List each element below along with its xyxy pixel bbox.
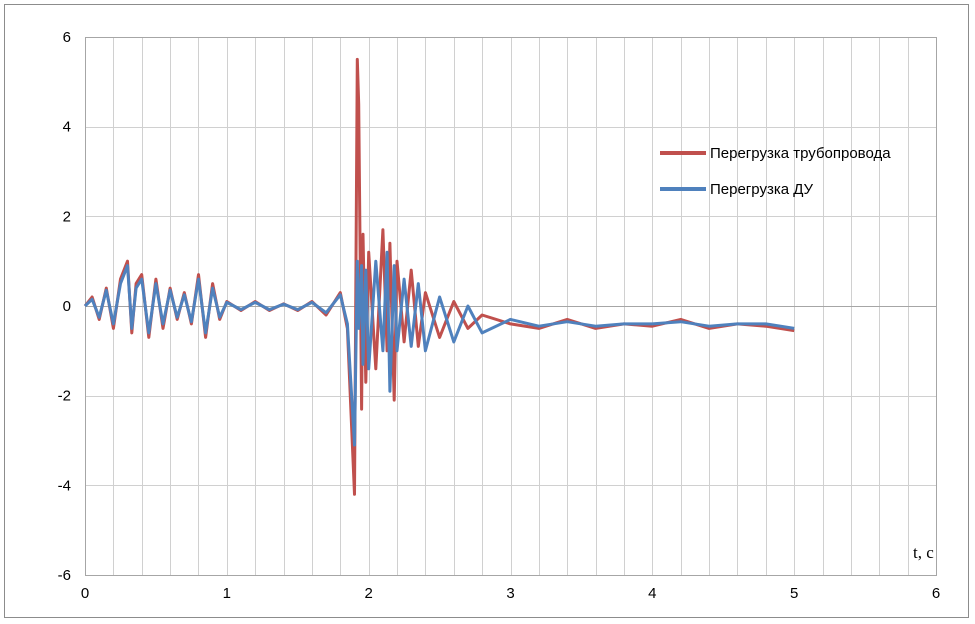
legend-label-2: Перегрузка ДУ <box>710 181 814 198</box>
y-tick-label: 4 <box>63 119 71 136</box>
y-tick-label: 6 <box>63 29 71 46</box>
x-tick-label: 4 <box>648 585 656 602</box>
y-tick-label: 2 <box>63 208 71 225</box>
x-tick-label: 1 <box>223 585 231 602</box>
chart-frame: 0 1 2 3 4 5 6 6 4 2 0 -2 -4 -6 t, c Перегрузка трубоп… <box>4 4 969 618</box>
series-lines <box>83 57 795 496</box>
legend-label-1: Перегрузка трубопровода <box>710 145 891 162</box>
x-axis-title: t, c <box>913 543 934 562</box>
y-tick-label: -2 <box>58 388 71 405</box>
x-tick-label: 2 <box>364 585 372 602</box>
series-line-2 <box>83 250 795 447</box>
tick-labels: 0 1 2 3 4 5 6 6 4 2 0 -2 -4 -6 <box>58 29 941 602</box>
series-line-1 <box>83 57 795 496</box>
x-tick-label: 0 <box>81 585 89 602</box>
legend: Перегрузка трубопровода Перегрузка ДУ <box>660 145 891 198</box>
y-tick-label: -6 <box>58 567 71 584</box>
x-tick-label: 6 <box>932 585 940 602</box>
x-tick-label: 3 <box>506 585 514 602</box>
y-tick-label: -4 <box>58 477 71 494</box>
grid <box>85 37 937 576</box>
x-tick-label: 5 <box>790 585 798 602</box>
y-tick-label: 0 <box>63 298 71 315</box>
line-chart: 0 1 2 3 4 5 6 6 4 2 0 -2 -4 -6 t, c Перегрузка трубоп… <box>58 29 941 602</box>
